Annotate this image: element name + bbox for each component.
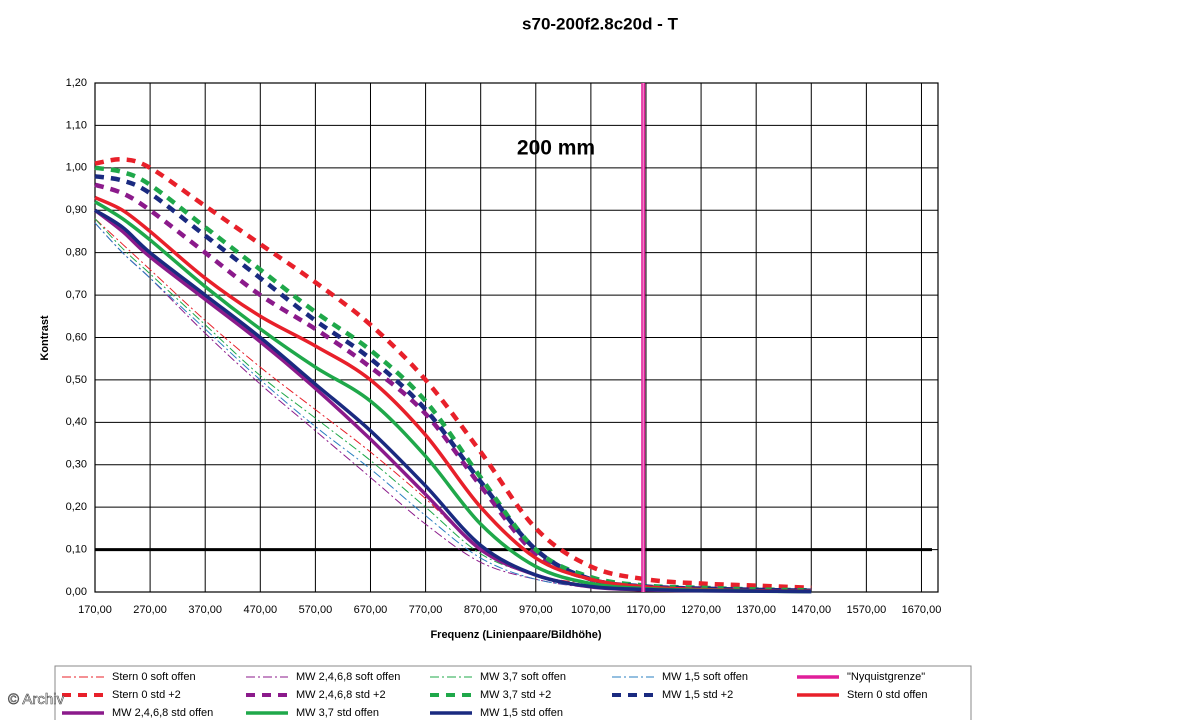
y-tick-label: 1,10 xyxy=(66,119,87,131)
legend-label: MW 3,7 std offen xyxy=(296,707,379,719)
annotation: 200 mm xyxy=(517,137,595,160)
x-axis-label: Frequenz (Linienpaare/Bildhöhe) xyxy=(430,629,601,641)
series-line xyxy=(94,208,812,594)
legend-label: MW 2,4,6,8 std +2 xyxy=(296,689,386,701)
x-tick-label: 570,00 xyxy=(299,604,333,616)
legend-label: Stern 0 soft offen xyxy=(112,671,196,683)
x-tick-label: 670,00 xyxy=(354,604,388,616)
y-tick-label: 0,40 xyxy=(66,416,87,428)
legend-label: MW 3,7 std +2 xyxy=(480,689,551,701)
y-tick-label: 1,00 xyxy=(66,162,87,174)
x-tick-label: 1070,00 xyxy=(571,604,611,616)
x-tick-label: 1470,00 xyxy=(791,604,831,616)
x-tick-label: 1270,00 xyxy=(681,604,721,616)
legend-label: MW 2,4,6,8 std offen xyxy=(112,707,213,719)
series-line xyxy=(94,218,812,592)
y-tick-label: 0,10 xyxy=(66,543,87,555)
y-axis-label: Kontrast xyxy=(39,315,51,361)
x-tick-label: 1670,00 xyxy=(902,604,942,616)
series-line xyxy=(94,157,812,591)
plot-border xyxy=(94,82,939,593)
x-tick-label: 970,00 xyxy=(519,604,553,616)
legend-label: MW 1,5 std +2 xyxy=(662,689,733,701)
y-tick-label: 1,20 xyxy=(66,77,87,89)
y-tick-label: 0,70 xyxy=(66,289,87,301)
y-tick-label: 0,80 xyxy=(66,247,87,259)
legend-label: MW 3,7 soft offen xyxy=(480,671,566,683)
y-tick-label: 0,50 xyxy=(66,374,87,386)
x-tick-label: 270,00 xyxy=(133,604,167,616)
y-tick-label: 0,60 xyxy=(66,331,87,343)
x-tick-label: 870,00 xyxy=(464,604,498,616)
x-tick-label: 1170,00 xyxy=(627,604,666,616)
x-tick-label: 1570,00 xyxy=(846,604,886,616)
x-tick-label: 1370,00 xyxy=(736,604,776,616)
legend-label: MW 2,4,6,8 soft offen xyxy=(296,671,400,683)
x-tick-label: 170,00 xyxy=(78,604,112,616)
x-tick-label: 770,00 xyxy=(409,604,443,616)
legend-box xyxy=(54,665,972,720)
y-tick-label: 0,90 xyxy=(66,204,87,216)
legend-label: MW 1,5 soft offen xyxy=(662,671,748,683)
legend-label: Stern 0 std offen xyxy=(847,689,928,701)
y-tick-label: 0,20 xyxy=(66,501,87,513)
x-tick-label: 470,00 xyxy=(243,604,277,616)
series-line xyxy=(94,174,812,593)
y-tick-label: 0,30 xyxy=(66,459,87,471)
watermark: © Archiv xyxy=(8,691,65,708)
legend-label: MW 1,5 std offen xyxy=(480,707,563,719)
series-line xyxy=(94,222,812,593)
legend-label: "Nyquistgrenze" xyxy=(847,671,925,683)
chart-title: s70-200f2.8c20d - T xyxy=(522,14,679,33)
y-tick-label: 0,00 xyxy=(66,586,87,598)
legend-label: Stern 0 std +2 xyxy=(112,689,181,701)
x-tick-label: 370,00 xyxy=(188,604,222,616)
